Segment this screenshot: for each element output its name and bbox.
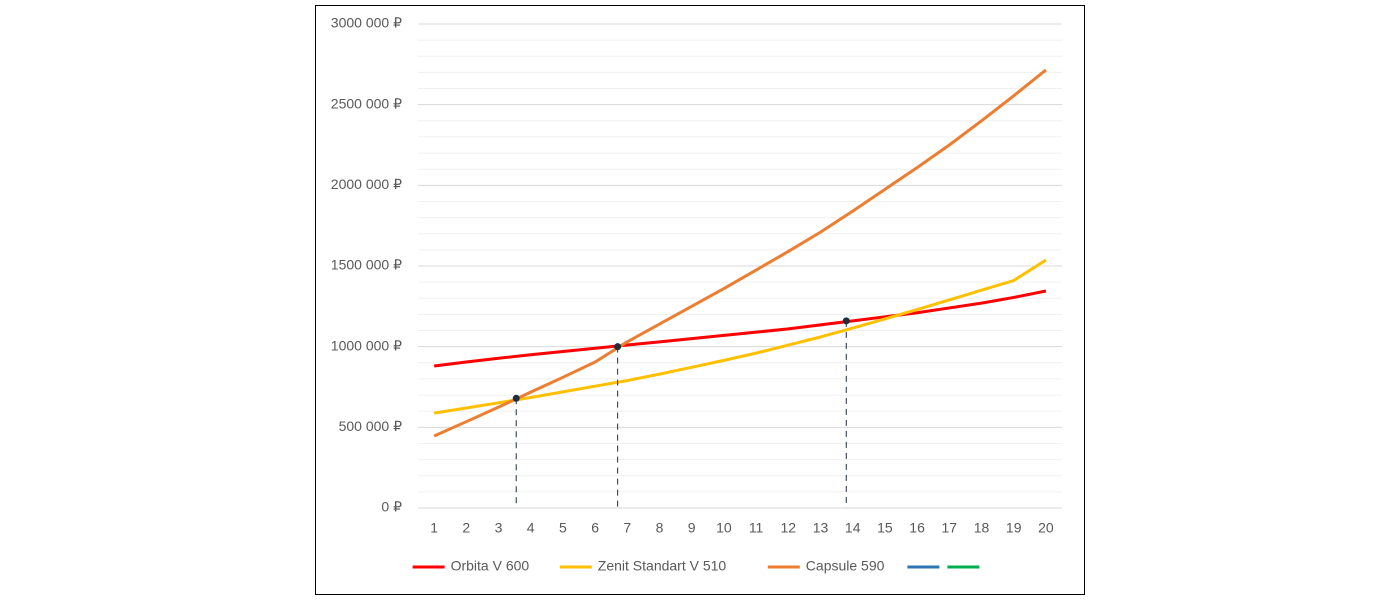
- x-tick-label: 12: [781, 520, 797, 536]
- x-tick-label: 7: [623, 520, 631, 536]
- y-tick-label: 3000 000 ₽: [331, 15, 402, 31]
- legend-label: Capsule 590: [806, 558, 885, 574]
- x-tick-label: 17: [942, 520, 958, 536]
- y-tick-label: 1000 000 ₽: [331, 337, 402, 353]
- chart-frame: [315, 5, 1085, 595]
- series-line: [433, 289, 1047, 368]
- x-tick-label: 10: [716, 520, 732, 536]
- x-tick-label: 14: [845, 520, 861, 536]
- intersection-point: [614, 343, 622, 351]
- x-tick-label: 9: [688, 520, 696, 536]
- x-tick-label: 20: [1038, 520, 1054, 536]
- x-tick-label: 5: [559, 520, 567, 536]
- x-tick-label: 19: [1006, 520, 1022, 536]
- x-tick-label: 15: [877, 520, 893, 536]
- legend-label: Zenit Standart V 510: [598, 558, 727, 574]
- x-tick-label: 1: [430, 520, 438, 536]
- y-tick-label: 0 ₽: [381, 499, 402, 515]
- y-tick-label: 1500 000 ₽: [331, 257, 402, 273]
- series-line: [433, 258, 1047, 415]
- x-tick-label: 13: [813, 520, 829, 536]
- y-tick-label: 500 000 ₽: [339, 418, 402, 434]
- y-tick-label: 2000 000 ₽: [331, 176, 402, 192]
- y-tick-label: 2500 000 ₽: [331, 95, 402, 111]
- x-tick-label: 4: [527, 520, 535, 536]
- x-tick-label: 16: [909, 520, 925, 536]
- x-tick-label: 6: [591, 520, 599, 536]
- intersection-point: [842, 317, 850, 325]
- series-line: [433, 68, 1047, 438]
- x-tick-label: 3: [495, 520, 503, 536]
- legend-label: Orbita V 600: [451, 558, 530, 574]
- x-tick-label: 18: [974, 520, 990, 536]
- x-tick-label: 2: [462, 520, 470, 536]
- intersection-point: [512, 394, 520, 402]
- x-tick-label: 8: [656, 520, 664, 536]
- x-tick-label: 11: [749, 520, 764, 536]
